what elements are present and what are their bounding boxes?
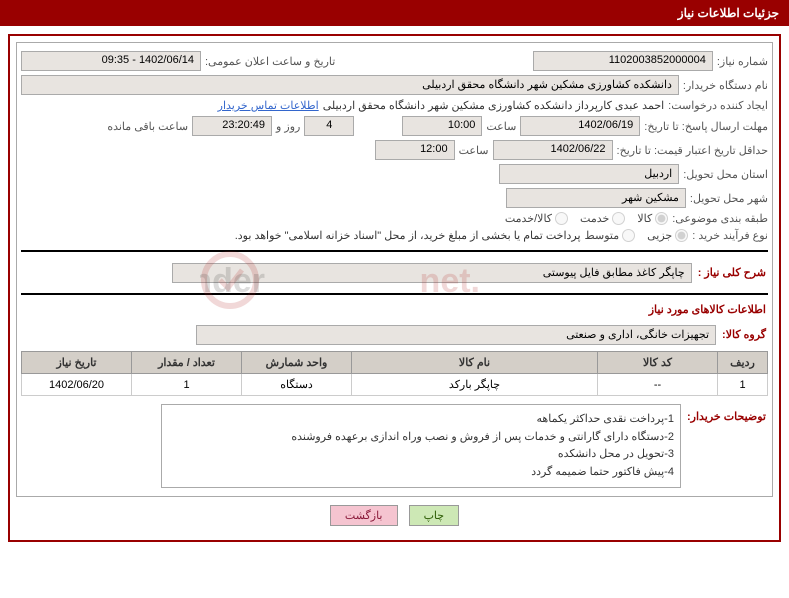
time-label-1: ساعت <box>486 120 516 133</box>
delivery-city-label: شهر محل تحویل: <box>690 192 768 205</box>
cell-row: 1 <box>718 374 768 396</box>
col-qty: تعداد / مقدار <box>132 352 242 374</box>
remaining-label: ساعت باقی مانده <box>107 120 188 133</box>
back-button[interactable]: بازگشت <box>330 505 398 526</box>
cell-code: -- <box>598 374 718 396</box>
countdown-value: 23:20:49 <box>192 116 272 136</box>
announce-date-value: 1402/06/14 - 09:35 <box>21 51 201 71</box>
days-count: 4 <box>304 116 354 136</box>
delivery-city-value: مشکین شهر <box>506 188 686 208</box>
goods-table: ردیف کد کالا نام کالا واحد شمارش تعداد /… <box>21 351 768 396</box>
requester-label: ایجاد کننده درخواست: <box>668 99 768 112</box>
print-button[interactable]: چاپ <box>409 505 460 526</box>
process-type-label: نوع فرآیند خرید : <box>692 229 768 242</box>
general-desc-value: چاپگر کاغذ مطابق فایل پیوستی <box>172 263 692 283</box>
process-note: پرداخت تمام یا بخشی از مبلغ خرید، از محل… <box>235 229 581 242</box>
delivery-province-value: اردبیل <box>499 164 679 184</box>
time-label-2: ساعت <box>459 144 489 157</box>
note-line-1: 1-پرداخت نقدی حداکثر یکماهه <box>168 411 674 429</box>
page-header: جزئیات اطلاعات نیاز <box>0 0 789 26</box>
cell-unit: دستگاه <box>242 374 352 396</box>
radio-partial[interactable]: جزیی <box>647 229 688 242</box>
page-title: جزئیات اطلاعات نیاز <box>678 6 779 20</box>
goods-group-value: تجهیزات خانگی، اداری و صنعتی <box>196 325 716 345</box>
details-section: شماره نیاز: 1102003852000004 تاریخ و ساع… <box>16 42 773 497</box>
note-line-2: 2-دستگاه دارای گارانتی و خدمات پس از فرو… <box>168 429 674 447</box>
days-and-label: روز و <box>276 120 300 133</box>
category-label: طبقه بندی موضوعی: <box>672 212 768 225</box>
category-radio-group: کالا خدمت کالا/خدمت <box>505 212 668 225</box>
col-unit: واحد شمارش <box>242 352 352 374</box>
main-panel: شماره نیاز: 1102003852000004 تاریخ و ساع… <box>8 34 781 542</box>
cell-qty: 1 <box>132 374 242 396</box>
goods-group-label: گروه کالا: <box>722 328 766 341</box>
validity-time-value: 12:00 <box>375 140 455 160</box>
col-code: کد کالا <box>598 352 718 374</box>
cell-name: چاپگر بارکد <box>352 374 598 396</box>
radio-goods-service[interactable]: کالا/خدمت <box>505 212 568 225</box>
radio-medium[interactable]: متوسط <box>585 229 636 242</box>
divider-2 <box>21 293 768 295</box>
validity-label: حداقل تاریخ اعتبار قیمت: تا تاریخ: <box>617 144 768 157</box>
col-date: تاریخ نیاز <box>22 352 132 374</box>
reply-date-value: 1402/06/19 <box>520 116 640 136</box>
validity-date-value: 1402/06/22 <box>493 140 613 160</box>
table-row: 1 -- چاپگر بارکد دستگاه 1 1402/06/20 <box>22 374 768 396</box>
requester-value: احمد عبدی کارپرداز دانشکده کشاورزی مشکین… <box>323 99 664 112</box>
note-line-3: 3-تحویل در محل دانشکده <box>168 446 674 464</box>
col-row: ردیف <box>718 352 768 374</box>
divider-1 <box>21 250 768 252</box>
need-number-label: شماره نیاز: <box>717 55 768 68</box>
buyer-org-value: دانشکده کشاورزی مشکین شهر دانشگاه محقق ا… <box>21 75 679 95</box>
radio-service[interactable]: خدمت <box>580 212 625 225</box>
buyer-notes-box: 1-پرداخت نقدی حداکثر یکماهه 2-دستگاه دار… <box>161 404 681 488</box>
announce-date-label: تاریخ و ساعت اعلان عمومی: <box>205 55 335 68</box>
note-line-4: 4-پیش فاکتور حتما ضمیمه گردد <box>168 464 674 482</box>
general-desc-label: شرح کلی نیاز : <box>698 266 766 279</box>
reply-time-value: 10:00 <box>402 116 482 136</box>
process-radio-group: جزیی متوسط <box>585 229 689 242</box>
col-name: نام کالا <box>352 352 598 374</box>
delivery-province-label: استان محل تحویل: <box>683 168 768 181</box>
reply-deadline-label: مهلت ارسال پاسخ: تا تاریخ: <box>644 120 768 133</box>
button-row: چاپ بازگشت <box>16 505 773 526</box>
need-number-value: 1102003852000004 <box>533 51 713 71</box>
cell-date: 1402/06/20 <box>22 374 132 396</box>
radio-goods[interactable]: کالا <box>637 212 668 225</box>
buyer-notes-label: توضیحات خریدار: <box>687 410 766 423</box>
goods-info-heading: اطلاعات کالاهای مورد نیاز <box>23 303 766 316</box>
buyer-org-label: نام دستگاه خریدار: <box>683 79 768 92</box>
contact-link[interactable]: اطلاعات تماس خریدار <box>218 99 319 112</box>
